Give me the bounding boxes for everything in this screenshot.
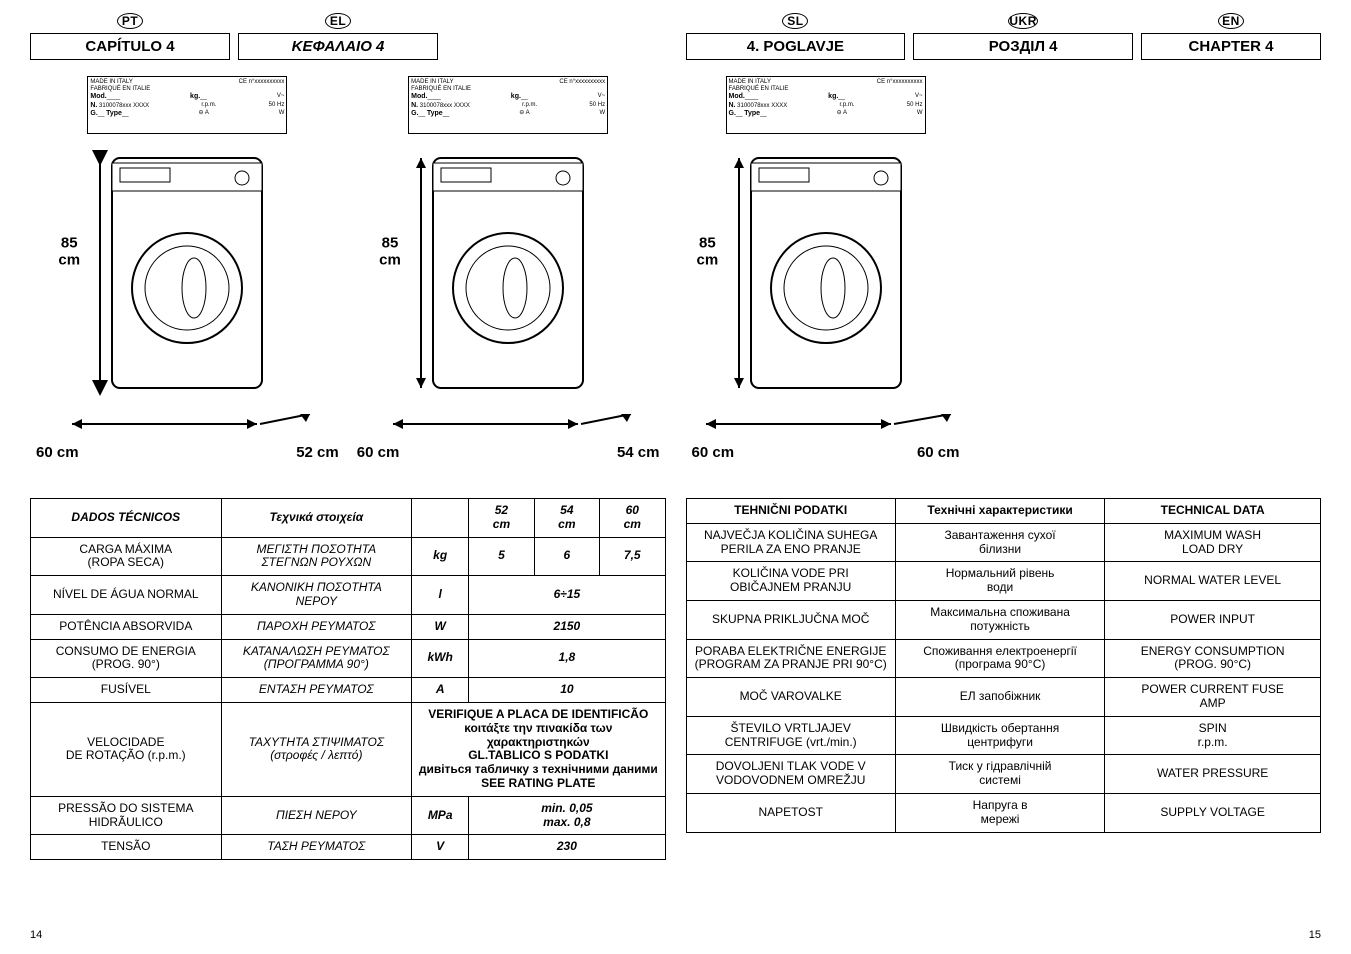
diagram-52cm: MADE IN ITALYCE n°xxxxxxxxxx FABRIQUÉ EN…: [30, 76, 345, 486]
washing-machine-front-3: 85cm: [731, 148, 921, 408]
rating-plate-1: MADE IN ITALYCE n°xxxxxxxxxx FABRIQUÉ EN…: [87, 76, 287, 134]
washing-machine-icon: [731, 148, 921, 408]
row-press-r: DOVOLJENI TLAK VODE VVODOVODNEM OMREŽJU …: [686, 755, 1321, 794]
washing-machine-front-2: 85cm: [413, 148, 603, 408]
width-arrow-2: [383, 414, 633, 436]
chapter-el: ΚΕΦΑΛΑΙΟ 4: [238, 33, 438, 60]
width-arrow-1: [62, 414, 312, 436]
header-row-left: PT CAPÍTULO 4 EL ΚΕΦΑΛΑΙΟ 4: [30, 13, 666, 60]
th-60: 60cm: [600, 499, 665, 538]
row-power-r: SKUPNA PRIKLJUČNA MOČ Максимальна спожив…: [686, 600, 1321, 639]
height-label-2: 85cm: [379, 236, 401, 269]
diagram-60cm: MADE IN ITALYCE n°xxxxxxxxxx FABRIQUÉ EN…: [686, 76, 966, 486]
th-en: TECHNICAL DATA: [1105, 499, 1321, 524]
row-load-r: NAJVEČJA KOLIČINA SUHEGAPERILA ZA ENO PR…: [686, 523, 1321, 562]
chapter-pt: CAPÍTULO 4: [30, 33, 230, 60]
th-pt: DADOS TÉCNICOS: [31, 499, 222, 538]
th-sl: TEHNIČNI PODATKI: [686, 499, 895, 524]
lang-tag-el: EL: [325, 13, 351, 29]
rating-plate-2: MADE IN ITALYCE n°xxxxxxxxxx FABRIQUÉ EN…: [408, 76, 608, 134]
height-label-3: 85cm: [697, 236, 719, 269]
diagrams-right: MADE IN ITALYCE n°xxxxxxxxxx FABRIQUÉ EN…: [686, 76, 1322, 486]
row-load: CARGA MÁXIMA(ROPA SECA) ΜΕΓΙΣΤΗ ΠΟΣΟΤΗΤΑ…: [31, 537, 666, 576]
spec-table-left: DADOS TÉCNICOS Τεχνικά στοιχεία 52cm 54c…: [30, 498, 666, 860]
row-volt: TENSÃO ΤΑΣΗ ΡΕΥΜΑΤΟΣ V 230: [31, 835, 666, 860]
chapter-ukr: РОЗДІЛ 4: [913, 33, 1133, 60]
row-fuse-r: MOČ VAROVALKE ЕЛ запобіжник POWER CURREN…: [686, 678, 1321, 717]
header-row-right: SL 4. POGLAVJE UKR РОЗДІЛ 4 EN CHAPTER 4: [686, 13, 1322, 60]
th-el: Τεχνικά στοιχεία: [221, 499, 412, 538]
lang-tag-ukr: UKR: [1008, 13, 1038, 29]
depth-label-52: 52 cm: [296, 444, 339, 461]
width-label-1: 60 cm: [36, 444, 79, 461]
row-spin-r: ŠTEVILO VRTLJAJEVCENTRIFUGE (vrt./min.) …: [686, 716, 1321, 755]
lang-tag-sl: SL: [782, 13, 808, 29]
lang-block-pt: PT CAPÍTULO 4: [30, 13, 230, 60]
lang-block-en: EN CHAPTER 4: [1141, 13, 1321, 60]
th-ukr: Технічні характеристики: [895, 499, 1104, 524]
spec-table-right: TEHNIČNI PODATKI Технічні характеристики…: [686, 498, 1322, 833]
depth-label-60: 60 cm: [917, 444, 960, 461]
lang-block-ukr: UKR РОЗДІЛ 4: [913, 13, 1133, 60]
diagrams-left: MADE IN ITALYCE n°xxxxxxxxxx FABRIQUÉ EN…: [30, 76, 666, 486]
diagram-54cm: MADE IN ITALYCE n°xxxxxxxxxx FABRIQUÉ EN…: [351, 76, 666, 486]
row-power: POTÊNCIA ABSORVIDA ΠΑΡΟΧΗ ΡΕΥΜΑΤΟΣ W 215…: [31, 614, 666, 639]
lang-block-el: EL ΚΕΦΑΛΑΙΟ 4: [238, 13, 438, 60]
row-water: NÍVEL DE ÁGUA NORMAL ΚΑΝΟΝΙΚΗ ΠΟΣΟΤΗΤΑΝΕ…: [31, 576, 666, 615]
depth-label-54: 54 cm: [617, 444, 660, 461]
width-label-3: 60 cm: [692, 444, 735, 461]
th-52: 52cm: [469, 499, 534, 538]
row-press: PRESSÃO DO SISTEMAHIDRÃULICO ΠΙΕΣΗ ΝΕΡΟΥ…: [31, 796, 666, 835]
width-arrow-3: [696, 414, 956, 436]
page-number-right: 15: [686, 921, 1322, 941]
page-number-left: 14: [30, 921, 666, 941]
th-unit: [412, 499, 469, 538]
row-energy: CONSUMO DE ENERGIA(PROG. 90°) ΚΑΤΑΝΑΛΩΣΗ…: [31, 639, 666, 678]
washing-machine-front-1: 85cm: [92, 148, 282, 408]
lang-tag-pt: PT: [117, 13, 143, 29]
washing-machine-icon: [413, 148, 603, 408]
row-fuse: FUSÍVEL ΕΝΤΑΣΗ ΡΕΥΜΑΤΟΣ A 10: [31, 678, 666, 703]
row-water-r: KOLIČINA VODE PRIOBIČAJNEM PRANJU Нормал…: [686, 562, 1321, 601]
row-spin: VELOCIDADEDE ROTAÇÃO (r.p.m.) ΤΑΧΥΤΗΤΑ Σ…: [31, 702, 666, 796]
page-left: PT CAPÍTULO 4 EL ΚΕΦΑΛΑΙΟ 4 MADE IN ITAL…: [20, 8, 676, 946]
chapter-en: CHAPTER 4: [1141, 33, 1321, 60]
height-label-1: 85cm: [58, 236, 80, 269]
page-right: SL 4. POGLAVJE UKR РОЗДІЛ 4 EN CHAPTER 4…: [676, 8, 1332, 946]
lang-block-sl: SL 4. POGLAVJE: [686, 13, 906, 60]
width-label-2: 60 cm: [357, 444, 400, 461]
chapter-sl: 4. POGLAVJE: [686, 33, 906, 60]
row-energy-r: PORABA ELEKTRIČNE ENERGIJE(PROGRAM ZA PR…: [686, 639, 1321, 678]
washing-machine-icon: [92, 148, 282, 408]
lang-tag-en: EN: [1218, 13, 1244, 29]
row-volt-r: NAPETOST Напруга вмережі SUPPLY VOLTAGE: [686, 793, 1321, 832]
rating-plate-3: MADE IN ITALYCE n°xxxxxxxxxx FABRIQUÉ EN…: [726, 76, 926, 134]
th-54: 54cm: [534, 499, 599, 538]
